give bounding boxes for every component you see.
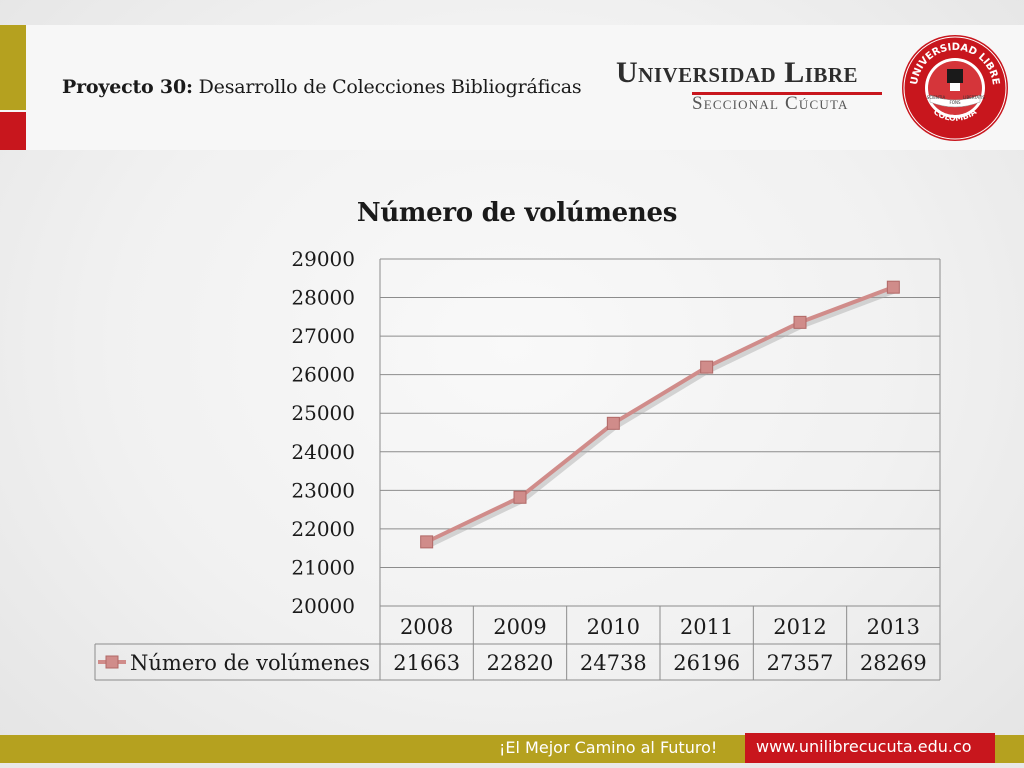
data-table-value: 22820 [487,651,554,675]
x-tick-label: 2009 [493,615,546,639]
x-tick-label: 2010 [587,615,640,639]
accent-bar-red [0,112,26,150]
data-table-value: 24738 [580,651,647,675]
data-table-value: 28269 [860,651,927,675]
data-point [700,360,714,374]
footer-url-box [745,733,995,763]
data-table-value: 26196 [673,651,740,675]
footer-slogan: ¡El Mejor Camino al Futuro! [499,738,718,757]
chart-series [420,280,900,549]
y-axis-ticks: 20000 21000 22000 23000 24000 25000 26000 27000… [291,247,355,618]
data-table-value: 27357 [767,651,834,675]
university-seal-icon: UNIVERSIDAD LIBRE COLOMBIA SCIENTIA FONS… [902,35,1008,141]
chart-data-table: 2008 2009 2010 2011 2012 2013 Número de volúme… [94,259,941,681]
y-tick-label: 22000 [291,517,355,541]
accent-bar-gold [0,25,26,110]
y-tick-label: 27000 [291,324,355,348]
legend-series-name: Número de volúmenes [130,651,370,675]
footer-line [0,763,1024,768]
university-logo-text: Universidad Libre Seccional Cúcuta [616,56,886,114]
y-tick-label: 21000 [291,555,355,579]
university-branch: Seccional Cúcuta [692,93,849,114]
seal-ribbon-right: LIBERTATIS [963,95,985,100]
x-tick-label: 2008 [400,615,453,639]
y-tick-label: 23000 [291,478,355,502]
project-label: Proyecto 30: [62,76,193,98]
y-tick-label: 29000 [291,247,355,271]
seal-ribbon-middle: FONS [950,100,961,105]
series-line-shadow [427,287,897,548]
data-table-value: 21663 [393,651,460,675]
seal-ribbon-left: SCIENTIA [927,95,946,100]
y-tick-label: 28000 [291,286,355,310]
data-point [793,315,807,329]
y-tick-label: 24000 [291,440,355,464]
data-point [886,280,900,294]
y-tick-label: 20000 [291,594,355,618]
chart-title: Número de volúmenes [356,198,678,228]
project-title: Proyecto 30: Desarrollo de Colecciones B… [62,76,582,98]
x-tick-label: 2012 [773,615,826,639]
chart-gridlines [380,258,940,607]
data-point [513,490,527,504]
project-name: Desarrollo de Colecciones Bibliográficas [198,76,582,98]
x-tick-label: 2013 [867,615,920,639]
series-line [425,285,895,544]
header-band [0,25,1024,150]
footer-website[interactable]: www.unilibrecucuta.edu.co [756,737,972,756]
data-point [420,535,434,549]
university-rule [692,92,882,95]
data-point [606,416,620,430]
x-tick-label: 2011 [680,615,733,639]
y-tick-label: 26000 [291,363,355,387]
legend-marker [105,655,119,669]
y-tick-label: 25000 [291,401,355,425]
university-name: Universidad Libre [616,56,859,89]
